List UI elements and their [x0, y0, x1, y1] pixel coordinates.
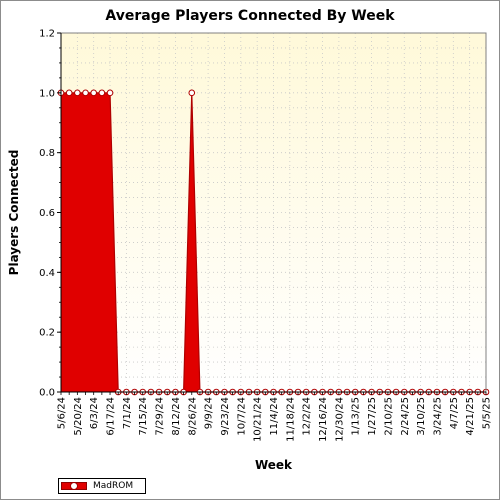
x-tick-label: 1/13/25	[351, 397, 362, 436]
x-tick-label: 11/4/24	[269, 397, 280, 436]
data-point	[90, 89, 97, 97]
x-tick-label: 5/6/24	[57, 397, 68, 429]
data-point	[82, 89, 89, 97]
legend-marker-icon	[70, 482, 78, 490]
legend: MadROM	[58, 478, 146, 494]
x-tick-label: 4/21/25	[465, 397, 476, 436]
y-tick-label: 0.0	[39, 388, 55, 399]
x-tick-label: 9/23/24	[220, 397, 231, 436]
y-axis-label: Players Connected	[7, 150, 21, 276]
axes	[57, 32, 487, 395]
grid-lines	[60, 33, 487, 392]
x-tick-label: 2/24/25	[400, 397, 411, 436]
x-axis-label: Week	[255, 458, 293, 472]
x-tick-label: 8/12/24	[171, 397, 182, 436]
x-tick-label: 9/9/24	[204, 397, 215, 429]
x-tick-label: 12/16/24	[318, 397, 329, 442]
y-tick-label: 0.8	[39, 148, 55, 159]
y-tick-label: 1.0	[39, 88, 55, 99]
x-tick-label: 6/3/24	[89, 397, 100, 429]
y-tick-labels: 0.0 0.2 0.4 0.6 0.8 1.0 1.2	[39, 29, 55, 399]
y-tick-label: 0.2	[39, 328, 55, 339]
x-tick-label: 3/24/25	[432, 397, 443, 436]
y-tick-label: 0.6	[39, 208, 55, 219]
data-point	[106, 89, 114, 97]
x-tick-label: 12/2/24	[302, 397, 313, 436]
x-tick-label: 8/26/24	[187, 397, 198, 436]
x-tick-label: 10/21/24	[253, 397, 264, 442]
data-point	[65, 89, 73, 97]
x-tick-label: 5/20/24	[73, 397, 84, 436]
data-point	[74, 89, 81, 97]
legend-label-madrom: MadROM	[93, 481, 134, 491]
data-point	[188, 89, 196, 97]
x-tick-label: 6/17/24	[106, 397, 117, 436]
x-tick-label: 12/30/24	[334, 397, 345, 442]
chart-title: Average Players Connected By Week	[105, 8, 395, 24]
x-tick-label: 5/5/25	[482, 397, 493, 429]
x-tick-label: 7/29/24	[155, 397, 166, 436]
x-tick-label: 10/7/24	[236, 397, 247, 436]
legend-swatch-madrom	[61, 482, 87, 490]
x-tick-labels: 5/6/24 5/20/24 6/3/24 6/17/24 7/1/24 7/15/24 7…	[57, 397, 493, 442]
data-point	[98, 89, 106, 97]
y-tick-label: 1.2	[39, 29, 55, 40]
series-area	[61, 92, 486, 392]
x-tick-label: 3/10/25	[416, 397, 427, 436]
x-tick-label: 2/10/25	[383, 397, 394, 436]
y-tick-label: 0.4	[39, 268, 55, 279]
x-tick-label: 7/1/24	[122, 397, 133, 429]
x-tick-label: 4/7/25	[449, 397, 460, 429]
x-tick-label: 7/15/24	[138, 397, 149, 436]
x-tick-label: 11/18/24	[285, 397, 296, 442]
x-tick-label: 1/27/25	[367, 397, 378, 436]
